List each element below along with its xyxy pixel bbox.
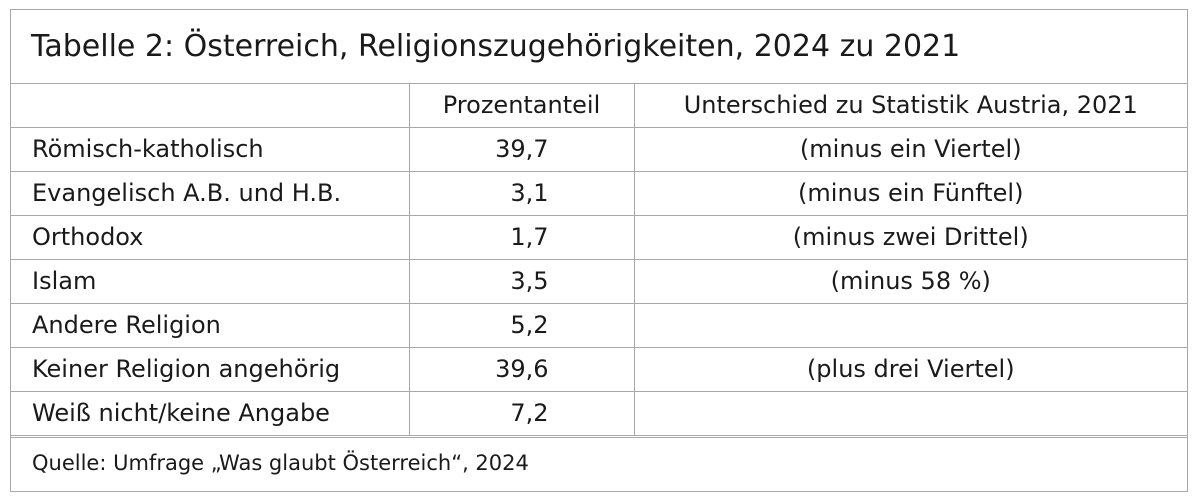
table-title: Tabelle 2: Österreich, Religionszugehöri…	[11, 10, 1187, 84]
table-row: Evangelisch A.B. und H.B. 3,1 (minus ein…	[11, 170, 1187, 216]
row-label: Weiß nicht/keine Angabe	[11, 390, 410, 436]
row-percent: 1,7	[408, 214, 635, 260]
table-row: Keiner Religion angehörig 39,6 (plus dre…	[11, 346, 1187, 392]
table-row: Islam 3,5 (minus 58 %)	[11, 258, 1187, 304]
row-difference: (minus zwei Drittel)	[633, 214, 1187, 260]
row-label: Orthodox	[11, 214, 410, 260]
table-row: Römisch-katholisch 39,7 (minus ein Viert…	[11, 126, 1187, 172]
row-label: Islam	[11, 258, 410, 304]
column-header-percent: Prozentanteil	[408, 83, 635, 128]
row-difference	[633, 390, 1187, 436]
row-percent: 39,7	[408, 126, 635, 172]
row-difference	[633, 302, 1187, 348]
column-header-difference: Unterschied zu Statistik Austria, 2021	[633, 83, 1187, 128]
row-difference: (minus ein Fünftel)	[633, 170, 1187, 216]
column-header-label	[11, 83, 410, 128]
row-difference: (minus 58 %)	[633, 258, 1187, 304]
row-difference: (plus drei Viertel)	[633, 346, 1187, 392]
row-label: Andere Religion	[11, 302, 410, 348]
row-label: Römisch-katholisch	[11, 126, 410, 172]
row-difference: (minus ein Viertel)	[633, 126, 1187, 172]
table-row: Weiß nicht/keine Angabe 7,2	[11, 390, 1187, 436]
row-percent: 7,2	[408, 390, 635, 436]
row-label: Keiner Religion angehörig	[11, 346, 410, 392]
header-row: Prozentanteil Unterschied zu Statistik A…	[11, 83, 1187, 128]
row-percent: 5,2	[408, 302, 635, 348]
table-row: Orthodox 1,7 (minus zwei Drittel)	[11, 214, 1187, 260]
row-label: Evangelisch A.B. und H.B.	[11, 170, 410, 216]
row-percent: 39,6	[408, 346, 635, 392]
row-percent: 3,5	[408, 258, 635, 304]
row-percent: 3,1	[408, 170, 635, 216]
religion-table: Prozentanteil Unterschied zu Statistik A…	[11, 83, 1187, 436]
table-row: Andere Religion 5,2	[11, 302, 1187, 348]
table-container: Tabelle 2: Österreich, Religionszugehöri…	[10, 9, 1188, 492]
source-note: Quelle: Umfrage „Was glaubt Österreich“,…	[11, 437, 1187, 491]
